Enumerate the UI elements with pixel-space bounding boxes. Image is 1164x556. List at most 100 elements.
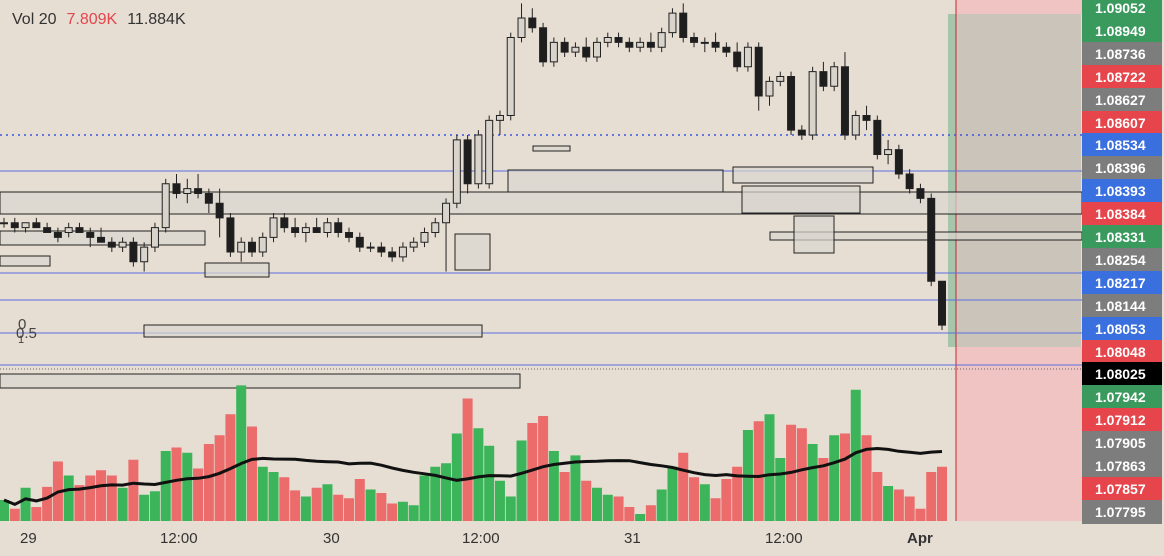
candle-body bbox=[194, 188, 203, 194]
candle-body bbox=[722, 46, 731, 53]
candle-body bbox=[452, 139, 461, 204]
time-label: 12:00 bbox=[160, 530, 198, 547]
volume-bar bbox=[96, 470, 107, 521]
order-block bbox=[741, 185, 861, 214]
volume-bar bbox=[829, 435, 840, 521]
volume-bar bbox=[344, 498, 355, 521]
volume-bar bbox=[149, 491, 160, 521]
candle-body bbox=[409, 241, 418, 248]
volume-bar bbox=[451, 433, 462, 521]
volume-bar bbox=[591, 487, 602, 521]
volume-bar bbox=[494, 480, 505, 521]
volume-bar bbox=[505, 496, 516, 521]
candle-body bbox=[506, 37, 515, 116]
candle-body bbox=[571, 46, 580, 53]
candle-body bbox=[711, 41, 720, 48]
candle-body bbox=[582, 46, 591, 58]
candle-body bbox=[485, 119, 494, 185]
volume-bar bbox=[807, 444, 818, 521]
candle-body bbox=[32, 222, 41, 229]
volume-bar bbox=[290, 490, 301, 521]
candle-body bbox=[129, 241, 138, 263]
volume-bar bbox=[106, 475, 117, 521]
price-label: 1.08144 bbox=[1082, 293, 1162, 318]
candle-body bbox=[291, 227, 300, 233]
volume-bar bbox=[203, 444, 214, 521]
volume-bar bbox=[581, 480, 592, 521]
price-label: 1.07942 bbox=[1082, 385, 1162, 410]
candle-body bbox=[64, 227, 73, 233]
volume-bar bbox=[193, 468, 204, 521]
candle-body bbox=[0, 222, 8, 225]
price-label: 1.08534 bbox=[1082, 133, 1162, 158]
volume-bar bbox=[85, 475, 96, 521]
candle-body bbox=[43, 227, 52, 233]
volume-ma-line bbox=[3, 446, 943, 507]
price-label: 1.08331 bbox=[1082, 225, 1162, 249]
candle-body bbox=[646, 41, 655, 48]
price-label: 1.08048 bbox=[1082, 339, 1162, 364]
order-block bbox=[143, 324, 483, 338]
candle-body bbox=[377, 246, 386, 253]
candle-body bbox=[53, 232, 62, 238]
price-label: 1.08627 bbox=[1082, 87, 1162, 112]
stop-zone bbox=[956, 347, 1082, 521]
candle-body bbox=[830, 66, 839, 87]
candle-body bbox=[873, 119, 882, 155]
profit-zone-edge bbox=[948, 14, 956, 347]
time-label: 12:00 bbox=[462, 530, 500, 547]
candle-body bbox=[355, 236, 364, 248]
candle-body bbox=[215, 202, 224, 219]
candle-body bbox=[700, 41, 709, 44]
candle-body bbox=[528, 17, 537, 29]
price-label: 1.08396 bbox=[1082, 156, 1162, 181]
volume-bar bbox=[376, 493, 387, 521]
candle-body bbox=[938, 280, 946, 326]
candle-body bbox=[312, 227, 321, 233]
order-block bbox=[204, 262, 270, 278]
volume-bar bbox=[484, 445, 495, 521]
price-label: 1.08025 bbox=[1082, 362, 1162, 387]
volume-bar bbox=[74, 485, 85, 521]
candle-body bbox=[927, 197, 936, 282]
volume-bar bbox=[527, 423, 538, 521]
volume-bar bbox=[279, 477, 290, 521]
time-label: 30 bbox=[323, 530, 340, 547]
candle-body bbox=[840, 66, 849, 136]
price-label: 1.08736 bbox=[1082, 41, 1162, 66]
candle-body bbox=[150, 227, 159, 248]
candle-body bbox=[754, 46, 763, 97]
candle-body bbox=[797, 129, 806, 136]
volume-bar bbox=[850, 389, 861, 521]
volume-bar bbox=[915, 508, 926, 521]
price-label: 1.07795 bbox=[1082, 499, 1162, 524]
candle-body bbox=[787, 76, 796, 131]
time-label: 12:00 bbox=[765, 530, 803, 547]
candle-body bbox=[495, 115, 504, 121]
volume-bar bbox=[430, 466, 441, 521]
candle-body bbox=[345, 232, 354, 238]
candle-body bbox=[140, 246, 149, 263]
order-block bbox=[0, 255, 51, 267]
candle-body bbox=[884, 149, 893, 155]
volume-bar bbox=[872, 472, 883, 521]
candle-body bbox=[442, 202, 451, 224]
candle-body bbox=[905, 173, 914, 190]
volume-bar bbox=[31, 507, 42, 521]
volume-bar bbox=[268, 472, 279, 521]
price-label: 1.08607 bbox=[1082, 110, 1162, 135]
price-label: 1.08722 bbox=[1082, 64, 1162, 89]
volume-bar bbox=[9, 508, 20, 521]
candle-body bbox=[107, 241, 116, 248]
volume-bar bbox=[904, 496, 915, 521]
candle-body bbox=[75, 227, 84, 233]
order-block bbox=[0, 373, 521, 389]
volume-bar bbox=[387, 503, 398, 521]
candle-body bbox=[118, 241, 127, 248]
candle-body bbox=[657, 32, 666, 48]
candle-body bbox=[894, 149, 903, 175]
volume-bar bbox=[473, 428, 484, 521]
volume-bar bbox=[893, 489, 904, 521]
volume-bar bbox=[354, 479, 365, 521]
